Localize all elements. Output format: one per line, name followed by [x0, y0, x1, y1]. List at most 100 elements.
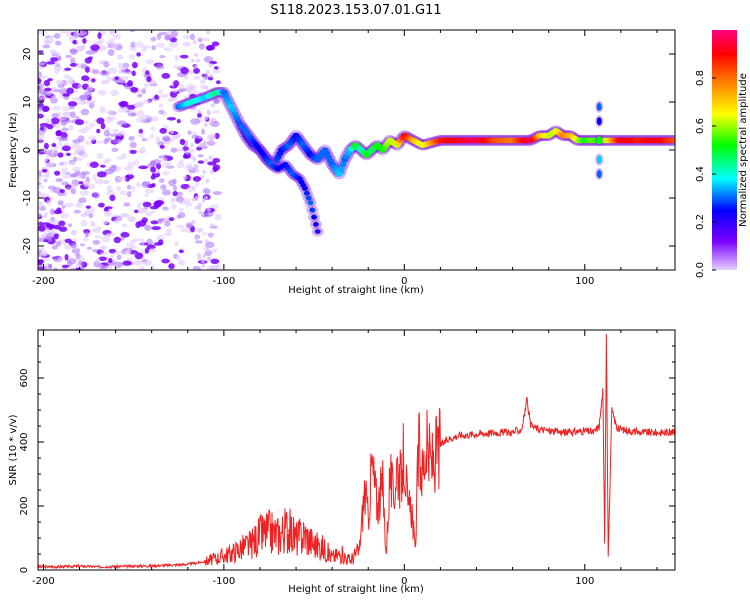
- spectrogram-noise-blob: [43, 157, 49, 162]
- spectrogram-noise-blob: [64, 253, 69, 261]
- spectrogram-noise-blob: [55, 240, 62, 247]
- spectrogram-noise-blob: [209, 56, 214, 61]
- spectrogram-noise-blob: [155, 135, 160, 142]
- spectrogram-noise-blob: [99, 70, 109, 76]
- spectrogram-noise-blob: [116, 254, 122, 260]
- spectrogram-noise-blob: [144, 83, 149, 88]
- spectrogram-noise-blob: [70, 230, 76, 236]
- spectrogram-noise-blob: [214, 66, 219, 70]
- spectrogram-noise-blob: [88, 135, 97, 141]
- spectrogram-noise-blob: [58, 220, 66, 227]
- spectrogram-noise-blob: [110, 133, 119, 137]
- spectrogram-noise-blob: [66, 260, 73, 267]
- spectrogram-noise-blob: [103, 207, 110, 212]
- spectrogram-noise-blob: [194, 138, 201, 144]
- spectrogram-noise-blob: [172, 134, 181, 140]
- spectrogram-noise-blob: [204, 196, 209, 201]
- spectrogram-noise-blob: [121, 153, 128, 159]
- spectrogram-noise-blob: [178, 249, 184, 253]
- spectrogram-noise-blob: [131, 70, 136, 77]
- spectrogram-noise-blob: [86, 246, 93, 250]
- spectrogram-noise-blob: [70, 57, 76, 65]
- spectrogram-noise-blob: [129, 149, 137, 154]
- spectrogram-noise-blob: [214, 132, 220, 140]
- spectrogram-noise-blob: [135, 221, 141, 229]
- spectrogram-noise-blob: [176, 214, 182, 219]
- spectrogram-noise-blob: [84, 231, 89, 238]
- spectrogram-noise-blob: [61, 106, 70, 112]
- spectrogram-noise-blob: [64, 202, 75, 208]
- spectrogram-noise-blob: [47, 78, 53, 82]
- spectrogram-noise-blob: [110, 252, 115, 258]
- spectrogram-noise-blob: [83, 237, 89, 242]
- spectrogram-noise-blob: [202, 232, 208, 236]
- spectrogram-noise-blob: [172, 88, 178, 94]
- spectrogram-noise-blob: [90, 44, 100, 51]
- spectrogram-noise-blob: [131, 112, 136, 117]
- spectrogram-noise-blob: [57, 152, 64, 158]
- spectrogram-noise-blob: [194, 168, 199, 173]
- spectrogram-noise-blob: [208, 155, 213, 160]
- spectrogram-noise-blob: [41, 222, 51, 226]
- spectrogram-noise-blob: [188, 148, 196, 154]
- snr-x-tick-label: -200: [32, 576, 55, 587]
- spectrogram-noise-blob: [88, 122, 96, 127]
- spectrogram-noise-blob: [158, 218, 166, 222]
- spectrogram-noise-blob: [129, 45, 137, 52]
- spectrogram-noise-blob: [95, 178, 104, 185]
- spectrogram-noise-blob: [38, 96, 45, 100]
- spectrogram-noise-blob: [171, 203, 177, 210]
- snr-x-tick-label: -100: [213, 576, 236, 587]
- spectrogram-noise-blob: [136, 110, 145, 117]
- spectrogram-noise-blob: [193, 67, 200, 74]
- spectrogram-noise-blob: [38, 131, 45, 137]
- spectrogram-noise-blob: [144, 224, 152, 231]
- spectrogram-noise-blob: [103, 129, 111, 137]
- spectrogram-noise-blob: [128, 217, 137, 223]
- spectrogram-y-tick-label: -10: [22, 190, 33, 206]
- spectrogram-noise-blob: [70, 242, 77, 249]
- spectrogram-noise-blob: [156, 141, 165, 146]
- spectrogram-noise-blob: [104, 179, 110, 184]
- spectrogram-y-tick-label: 0: [22, 147, 33, 153]
- spectrogram-noise-blob: [185, 201, 193, 207]
- spectrogram-noise-blob: [190, 143, 195, 148]
- spectrogram-noise-blob: [61, 145, 71, 152]
- spectrogram-noise-blob: [109, 194, 116, 202]
- spectrogram-noise-blob: [176, 162, 185, 169]
- spectrogram-noise-blob: [53, 150, 59, 157]
- spectrogram-noise-blob: [195, 58, 200, 63]
- colorbar-label: Normalized spectral amplitude: [738, 73, 749, 227]
- spectrogram-x-tick-label: 0: [401, 276, 407, 287]
- spectrogram-noise-blob: [83, 120, 90, 125]
- spectrogram-noise-blob: [156, 235, 165, 242]
- spectrogram-noise-blob: [38, 192, 43, 197]
- spectrogram-x-tick-label: -200: [32, 276, 55, 287]
- spectrogram-noise-blob: [101, 236, 111, 243]
- spectrogram-noise-blob: [135, 181, 141, 188]
- spectrogram-noise-blob: [75, 45, 85, 49]
- spectrogram-noise-blob: [127, 161, 135, 168]
- spectrogram-noise-blob: [122, 260, 132, 266]
- spectrogram-noise-blob: [145, 211, 153, 217]
- spectrogram-noise-blob: [137, 93, 143, 98]
- spectrogram-noise-blob: [114, 218, 120, 225]
- spectrogram-noise-blob: [202, 141, 207, 146]
- spectrogram-noise-blob: [207, 256, 212, 261]
- spectrogram-noise-blob: [91, 222, 96, 228]
- spectrogram-noise-blob: [191, 134, 200, 140]
- spectrogram-noise-blob: [65, 54, 72, 58]
- spectrogram-noise-blob: [197, 256, 202, 261]
- spectrogram-noise-blob: [106, 185, 114, 193]
- spectrogram-noise-blob: [111, 147, 119, 152]
- spectrogram-noise-blob: [106, 109, 115, 115]
- spectrogram-noise-blob: [135, 41, 144, 48]
- spectrogram-noise-blob: [194, 53, 199, 58]
- spectrogram-noise-blob: [146, 76, 152, 83]
- spectrogram-noise-blob: [129, 141, 137, 149]
- spectrogram-noise-blob: [186, 186, 196, 193]
- spectrogram-noise-blob: [55, 177, 63, 183]
- spectrogram-noise-blob: [72, 156, 77, 163]
- spectrogram-noise-blob: [61, 167, 69, 174]
- spectrogram-noise-blob: [149, 248, 156, 253]
